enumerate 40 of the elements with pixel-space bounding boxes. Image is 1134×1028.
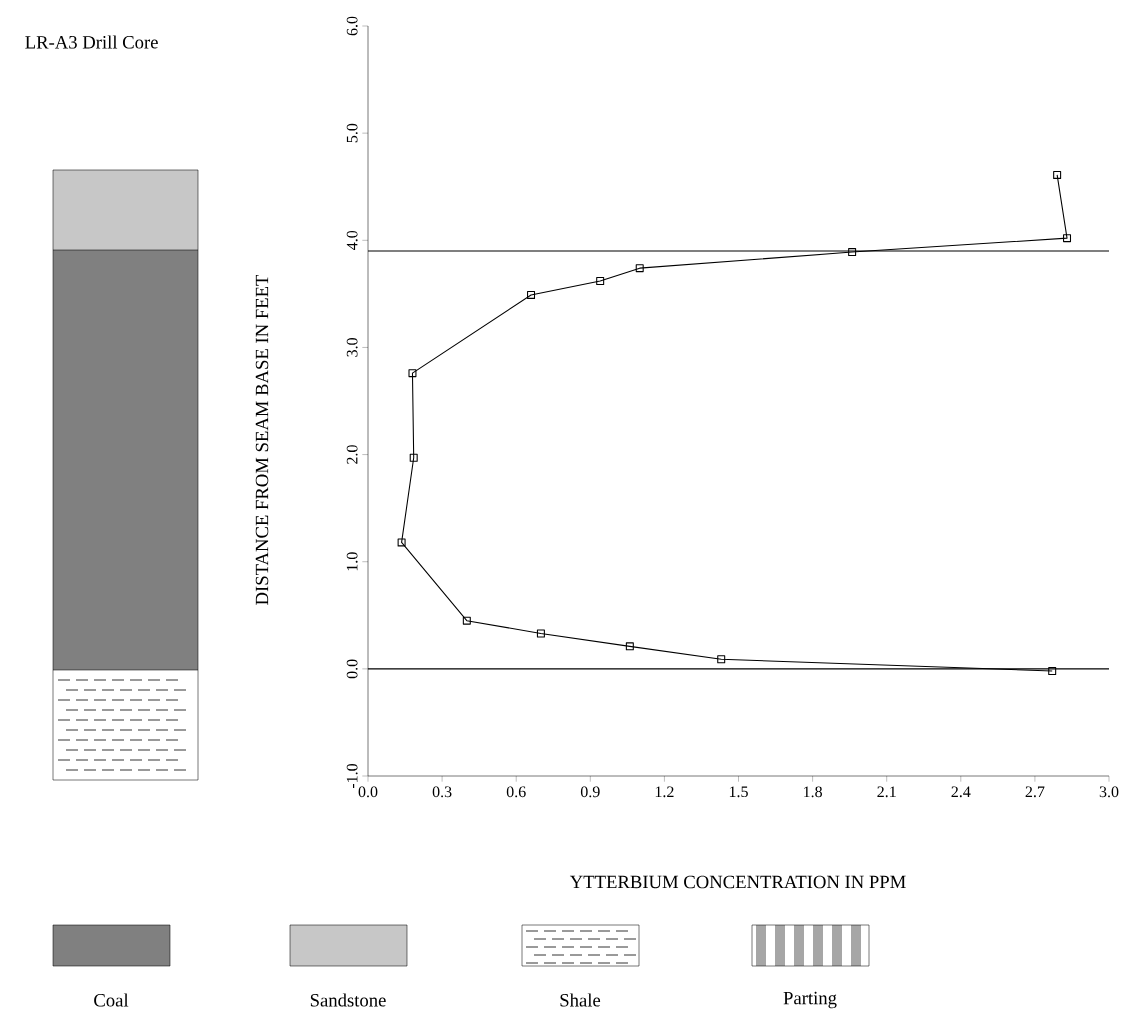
x-tick-label: 0.9 [580, 786, 600, 798]
x-tick-label: 1.5 [729, 786, 748, 798]
x-tick-label: 1.8 [804, 786, 822, 798]
point [536, 629, 545, 638]
x-axis-title: YTTERBIUM CONCENTRATION IN PPM [569, 875, 906, 889]
y-tick-label: 2.0 [346, 445, 358, 464]
y-tick-label: 1.0 [346, 552, 358, 571]
y-axis-title: DISTANCE FROM SEAM BASE IN FEET [255, 274, 269, 605]
y-tick-label: 6.0 [346, 16, 358, 36]
point [397, 538, 406, 547]
text: Sandstone [310, 993, 386, 1007]
x-tick-label: 3.0 [1099, 786, 1119, 798]
x-tick-label: 2.1 [877, 786, 896, 798]
point [596, 277, 605, 286]
point [717, 655, 726, 664]
x-tick-label: 0.3 [432, 786, 452, 798]
point [1048, 667, 1057, 676]
text: Coal [94, 993, 129, 1007]
text: LR-A3 Drill Core [25, 35, 158, 49]
point [635, 264, 644, 273]
point [848, 248, 857, 257]
x-tick-label: 0.0 [358, 786, 378, 798]
point [408, 369, 417, 378]
point [1053, 170, 1062, 179]
point [409, 453, 418, 462]
point [527, 290, 536, 299]
x-tick-label: 0.6 [506, 786, 526, 798]
point [462, 616, 471, 625]
text: Parting [783, 991, 837, 1009]
text: Shale [560, 993, 601, 1007]
y-tick-label: 4.0 [346, 230, 358, 250]
y-tick-label: 5.0 [346, 123, 358, 143]
x-tick-label: 1.2 [655, 786, 674, 798]
y-tick-label: -1.0 [346, 763, 358, 789]
y-tick-label: 0.0 [346, 659, 358, 679]
x-tick-label: 2.4 [951, 786, 971, 798]
point [1063, 234, 1072, 243]
y-tick-label: 3.0 [346, 338, 358, 357]
x-tick-label: 2.7 [1025, 786, 1045, 798]
point [625, 642, 634, 651]
